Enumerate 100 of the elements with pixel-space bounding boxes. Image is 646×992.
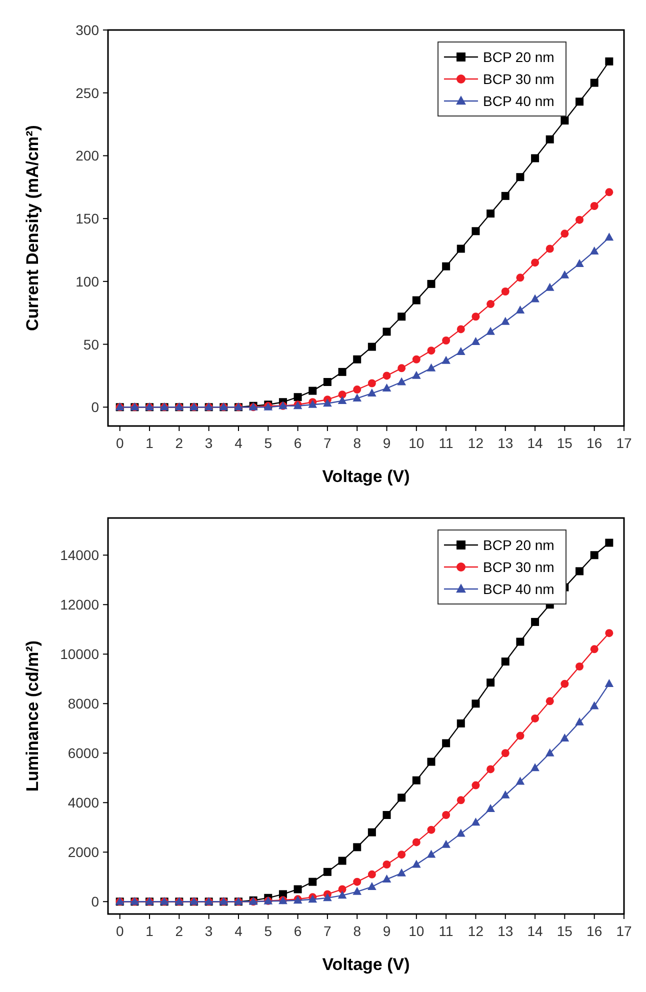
point <box>486 300 495 308</box>
point <box>352 886 362 895</box>
point <box>456 796 465 804</box>
x-axis-title: Voltage (V) <box>322 955 410 974</box>
point <box>308 386 317 395</box>
point <box>576 567 584 576</box>
point <box>560 230 569 238</box>
point <box>338 885 346 894</box>
point <box>382 383 392 392</box>
point <box>471 336 480 345</box>
point <box>590 645 598 654</box>
point <box>486 210 495 218</box>
point <box>382 860 391 868</box>
point <box>338 856 346 865</box>
point <box>442 811 450 819</box>
x-tick-label: 9 <box>382 923 391 939</box>
point <box>427 346 436 355</box>
point <box>605 57 614 66</box>
point <box>605 188 614 196</box>
point <box>338 368 346 376</box>
point <box>500 790 510 798</box>
point <box>590 78 598 87</box>
point <box>501 287 510 296</box>
point <box>294 393 302 402</box>
point <box>427 280 436 288</box>
point <box>472 312 480 321</box>
x-tick-label: 8 <box>353 435 362 451</box>
point <box>516 732 524 740</box>
point <box>486 678 495 687</box>
x-tick-label: 11 <box>438 923 454 939</box>
x-tick-label: 12 <box>468 435 484 451</box>
point <box>412 776 420 784</box>
point <box>368 828 376 836</box>
point <box>323 378 332 386</box>
point <box>576 98 584 106</box>
point <box>472 700 480 708</box>
point <box>353 355 362 364</box>
x-tick-label: 0 <box>116 435 124 451</box>
point <box>575 259 584 268</box>
x-tick-label: 0 <box>116 923 124 939</box>
point <box>323 893 332 902</box>
point <box>382 811 391 819</box>
point <box>605 629 614 638</box>
point <box>368 870 376 878</box>
point <box>575 717 584 726</box>
point <box>516 638 524 646</box>
x-tick-label: 10 <box>408 435 424 451</box>
point <box>442 356 450 364</box>
y-tick-label: 300 <box>76 22 100 38</box>
point <box>590 202 598 210</box>
point <box>427 826 436 834</box>
x-tick-label: 14 <box>527 923 544 939</box>
point <box>560 270 570 278</box>
y-tick-label: 0 <box>91 399 100 416</box>
x-tick-label: 7 <box>324 923 332 939</box>
point <box>368 388 376 397</box>
point <box>501 749 510 758</box>
y-tick-label: 6000 <box>68 745 100 762</box>
legend-label: BCP 20 nm <box>483 537 554 553</box>
x-tick-label: 1 <box>146 435 154 451</box>
point <box>530 294 540 302</box>
y-tick-label: 8000 <box>68 696 100 712</box>
point <box>426 850 436 858</box>
x-tick-label: 16 <box>586 923 602 939</box>
point <box>516 173 524 182</box>
point <box>560 680 569 688</box>
x-tick-label: 13 <box>498 923 514 939</box>
y-tick-label: 12000 <box>60 596 100 613</box>
x-tick-label: 8 <box>353 923 362 939</box>
point <box>308 878 317 886</box>
point <box>456 828 466 837</box>
point <box>531 154 540 162</box>
point <box>338 390 346 399</box>
point <box>352 394 362 402</box>
x-tick-label: 7 <box>324 435 332 451</box>
y-tick-label: 0 <box>91 894 100 910</box>
point <box>456 347 466 356</box>
point <box>442 336 450 345</box>
x-tick-label: 6 <box>294 435 302 451</box>
point <box>501 192 510 200</box>
point <box>368 342 376 351</box>
point <box>590 551 598 560</box>
point <box>456 325 465 334</box>
x-tick-label: 15 <box>556 435 573 451</box>
point <box>500 316 510 325</box>
point <box>604 679 614 688</box>
x-tick-label: 4 <box>234 923 243 939</box>
y-tick-label: 50 <box>83 336 100 352</box>
legend-label: BCP 30 nm <box>483 71 554 87</box>
x-tick-label: 12 <box>468 923 484 939</box>
point <box>353 878 362 886</box>
point <box>576 662 584 670</box>
point <box>545 282 554 291</box>
x-tick-label: 5 <box>264 923 272 939</box>
legend-label: BCP 40 nm <box>483 581 554 597</box>
point <box>472 227 480 236</box>
point <box>412 860 421 868</box>
point <box>397 868 406 876</box>
point <box>382 874 392 883</box>
x-tick-label: 2 <box>175 435 184 451</box>
